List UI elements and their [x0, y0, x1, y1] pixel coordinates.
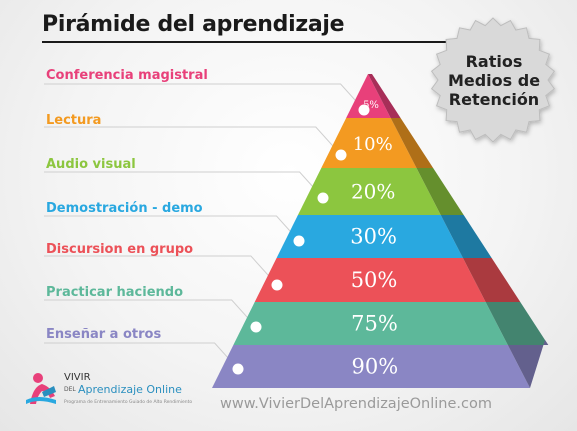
- figure-reading-icon: [26, 373, 56, 404]
- pyramid-band-6: [233, 302, 508, 345]
- pyramid-side-4: [440, 215, 492, 258]
- retention-value-4: 30%: [350, 225, 397, 249]
- leader-line-7: [44, 342, 239, 370]
- retention-value-6: 75%: [351, 312, 398, 336]
- retention-values: 5% 10% 20% 30% 50% 75% 90%: [350, 100, 398, 379]
- level-label-2: Lectura: [46, 113, 102, 128]
- leader-dot-3: [317, 192, 329, 204]
- leader-line-4: [44, 215, 300, 242]
- pyramid-side-1: [368, 74, 401, 118]
- page-title: Pirámide del aprendizaje: [42, 12, 345, 37]
- pyramid-side-3: [416, 168, 464, 215]
- brand-logo: VIVIR DEL Aprendizaje Online Programa de…: [22, 370, 202, 414]
- pyramid-side-2: [390, 118, 434, 168]
- pyramid-side-6: [485, 302, 549, 345]
- level-label-3: Audio visual: [46, 157, 136, 172]
- logo-word-del: DEL: [64, 386, 76, 393]
- badge-line-3: Retención: [448, 90, 540, 109]
- level-label-1: Conferencia magistral: [46, 68, 208, 83]
- pyramid-side-5: [462, 258, 521, 302]
- pyramid-side-7: [507, 340, 549, 388]
- leader-dot-6: [250, 321, 262, 333]
- retention-value-3: 20%: [351, 180, 395, 204]
- logo-tagline: Programa de Entrenamiento Guiado de Alto…: [64, 400, 193, 405]
- footer-url: www.VivierDelAprendizajeOnline.com: [220, 396, 492, 412]
- retention-value-5: 50%: [351, 268, 398, 292]
- pyramid-band-4: [276, 215, 463, 258]
- logo-word-vivir: VIVIR: [64, 372, 91, 383]
- leader-dots: [232, 104, 370, 375]
- level-label-4: Demostración - demo: [46, 201, 203, 216]
- level-label-7: Enseñar a otros: [46, 327, 162, 342]
- pyramid-band-3: [297, 168, 441, 215]
- leader-line-5: [44, 255, 278, 286]
- logo-word-aprendizaje: Aprendizaje Online: [78, 383, 182, 396]
- leader-dot-2: [335, 149, 347, 161]
- leader-dot-1: [358, 104, 370, 116]
- pyramid-band-1: [346, 74, 391, 118]
- leader-line-2: [44, 126, 342, 156]
- pyramid-band-5: [254, 258, 486, 302]
- level-label-5: Discursion en grupo: [46, 242, 194, 257]
- badge-line-1: Ratios: [465, 52, 523, 71]
- pyramid-band-7: [212, 345, 530, 388]
- leader-dot-7: [232, 363, 244, 375]
- retention-value-1: 5%: [363, 100, 379, 111]
- badge-line-2: Medios de: [447, 71, 541, 90]
- retention-value-2: 10%: [353, 134, 393, 155]
- leader-line-6: [44, 299, 257, 328]
- leader-line-3: [44, 171, 324, 199]
- leader-dot-5: [271, 279, 283, 291]
- level-label-6: Practicar haciendo: [46, 285, 184, 300]
- retention-value-7: 90%: [352, 355, 399, 379]
- badge-seal: [430, 17, 556, 143]
- badge-text: Ratios Medios de Retención: [424, 52, 564, 109]
- leader-line-1: [44, 83, 365, 111]
- title-underline: [42, 41, 446, 43]
- leader-dot-4: [293, 235, 305, 247]
